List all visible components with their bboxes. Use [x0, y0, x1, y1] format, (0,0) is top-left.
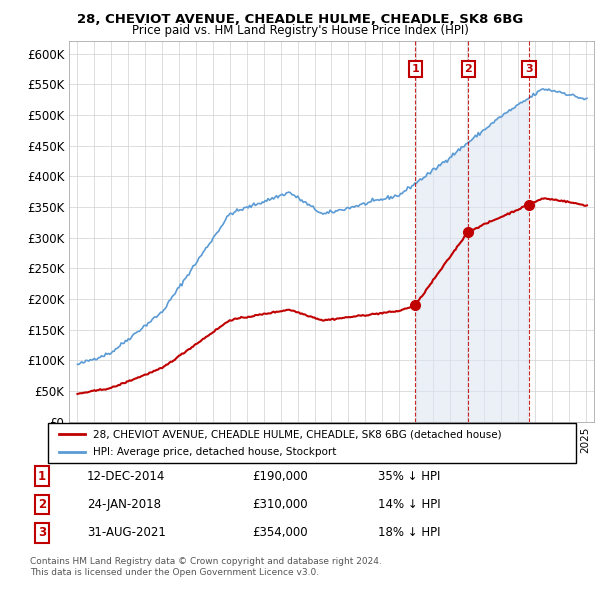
Text: £310,000: £310,000	[252, 498, 308, 511]
Text: Price paid vs. HM Land Registry's House Price Index (HPI): Price paid vs. HM Land Registry's House …	[131, 24, 469, 37]
Text: £354,000: £354,000	[252, 526, 308, 539]
Text: Contains HM Land Registry data © Crown copyright and database right 2024.: Contains HM Land Registry data © Crown c…	[30, 558, 382, 566]
Text: 18% ↓ HPI: 18% ↓ HPI	[378, 526, 440, 539]
Text: 3: 3	[38, 526, 46, 539]
FancyBboxPatch shape	[48, 423, 576, 463]
Text: 1: 1	[412, 64, 419, 74]
Text: 2: 2	[464, 64, 472, 74]
Text: 12-DEC-2014: 12-DEC-2014	[87, 470, 166, 483]
Text: 28, CHEVIOT AVENUE, CHEADLE HULME, CHEADLE, SK8 6BG: 28, CHEVIOT AVENUE, CHEADLE HULME, CHEAD…	[77, 13, 523, 26]
Text: 1: 1	[38, 470, 46, 483]
Text: This data is licensed under the Open Government Licence v3.0.: This data is licensed under the Open Gov…	[30, 568, 319, 577]
Text: 14% ↓ HPI: 14% ↓ HPI	[378, 498, 440, 511]
Text: 28, CHEVIOT AVENUE, CHEADLE HULME, CHEADLE, SK8 6BG (detached house): 28, CHEVIOT AVENUE, CHEADLE HULME, CHEAD…	[93, 430, 502, 440]
Text: 2: 2	[38, 498, 46, 511]
Text: 3: 3	[525, 64, 533, 74]
Text: £190,000: £190,000	[252, 470, 308, 483]
Text: HPI: Average price, detached house, Stockport: HPI: Average price, detached house, Stoc…	[93, 447, 336, 457]
Text: 31-AUG-2021: 31-AUG-2021	[87, 526, 166, 539]
Text: 35% ↓ HPI: 35% ↓ HPI	[378, 470, 440, 483]
Text: 24-JAN-2018: 24-JAN-2018	[87, 498, 161, 511]
